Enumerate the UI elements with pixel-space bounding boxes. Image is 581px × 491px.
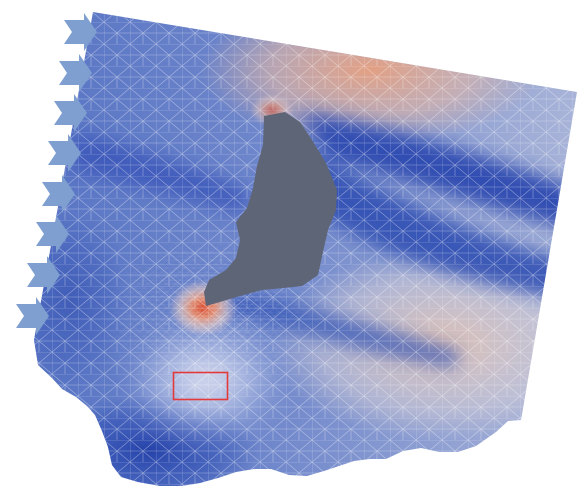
obstacle-shape	[204, 112, 337, 306]
right-arrow-icon	[42, 175, 75, 213]
right-arrow-icon	[27, 256, 60, 294]
region-of-interest-box	[172, 371, 229, 401]
right-arrow-icon	[36, 215, 69, 253]
right-arrow-icon	[64, 13, 97, 51]
right-arrow-icon	[54, 94, 87, 132]
inflow-arrows	[16, 13, 97, 335]
right-arrow-icon	[16, 297, 49, 335]
right-arrow-icon	[48, 134, 81, 172]
right-arrow-icon	[59, 54, 92, 92]
